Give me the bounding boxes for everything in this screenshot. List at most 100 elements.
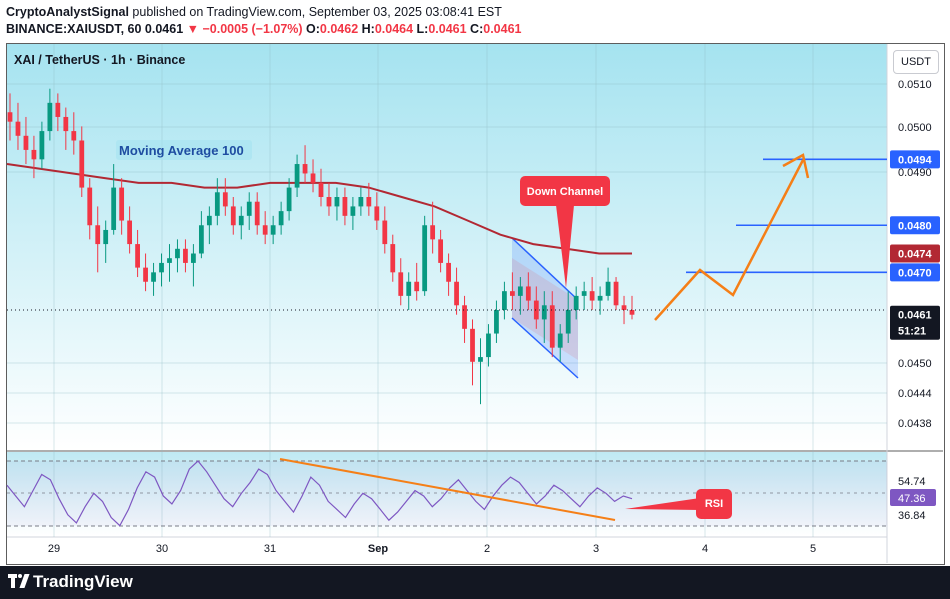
ma-label[interactable]: Moving Average 100 [116,140,252,160]
candle-body[interactable] [151,272,156,282]
candle-body[interactable] [366,197,372,207]
candle-body[interactable] [87,187,93,226]
candle-body[interactable] [629,310,635,315]
time-axis[interactable]: 29 30 31 Sep 2 3 4 5 [48,543,816,555]
rsi-band [7,460,887,527]
candle-body[interactable] [198,225,204,254]
tradingview-logo[interactable]: TradingView [8,572,133,592]
candle-body[interactable] [214,192,220,216]
candle-body[interactable] [318,182,324,197]
candle-body[interactable] [517,286,523,296]
candle-body[interactable] [111,187,117,230]
candle-body[interactable] [541,305,547,320]
candle-body[interactable] [246,201,252,216]
rsi-line[interactable] [6,460,633,527]
candle-body[interactable] [55,102,61,117]
candle-body[interactable] [167,258,172,263]
candle-body[interactable] [438,239,444,263]
candle-body[interactable] [446,262,451,282]
candle-body[interactable] [470,328,475,362]
candle-body[interactable] [462,305,467,329]
candle-body[interactable] [350,206,356,216]
rsi-trendline[interactable] [279,458,616,521]
candle-body[interactable] [621,305,627,310]
candle-body[interactable] [382,220,388,245]
candle-body[interactable] [71,131,77,141]
candle-body[interactable] [478,357,483,362]
candle-body[interactable] [222,192,228,207]
candle-body[interactable] [95,225,101,245]
candle-body[interactable] [326,197,332,207]
candle-body[interactable] [135,244,140,268]
candle-body[interactable] [414,281,420,292]
candle-body[interactable] [23,135,29,150]
candle-body[interactable] [573,295,579,310]
candle-body[interactable] [262,225,268,235]
candle-body[interactable] [191,253,196,263]
down-channel-callout[interactable]: Down Channel [520,176,610,288]
candle-body[interactable] [294,164,300,188]
candle-body[interactable] [270,225,276,235]
projection-path[interactable] [654,159,805,321]
candle-body[interactable] [31,149,37,160]
candle-body[interactable] [398,272,404,296]
candle-body[interactable] [278,211,284,226]
candle-body[interactable] [605,281,611,296]
candle-body[interactable] [533,300,539,320]
candle-body[interactable] [47,102,53,132]
candle-body[interactable] [502,291,507,310]
candle-body[interactable] [230,206,236,226]
candle-body[interactable] [613,281,619,306]
rsi-callout[interactable]: RSI [625,489,732,519]
candle-body[interactable] [159,262,164,273]
candle-body[interactable] [310,173,316,183]
candle-body[interactable] [430,225,436,240]
candle-body[interactable] [183,248,188,263]
candle-body[interactable] [525,286,531,301]
author-name[interactable]: CryptoAnalystSignal [6,5,129,19]
candle-body[interactable] [597,295,603,301]
callout-box [520,176,610,206]
candle-body[interactable] [581,291,587,296]
candle-body[interactable] [39,131,45,160]
candle-body[interactable] [7,112,13,122]
candle-body[interactable] [486,333,491,358]
candle-body[interactable] [374,206,380,221]
candle-body[interactable] [358,197,364,207]
candle-body[interactable] [342,197,348,216]
candle-body[interactable] [238,215,244,226]
candle-body[interactable] [422,225,428,292]
candle-body[interactable] [286,187,292,212]
candle-body[interactable] [565,310,571,334]
candle-body[interactable] [302,164,308,174]
candle-body[interactable] [589,291,595,301]
candle-body[interactable] [127,220,133,245]
price-axis[interactable]: 0.0510 0.0500 0.0490 0.0450 0.0444 0.0438 [898,79,932,430]
candlesticks[interactable] [7,88,635,405]
horizontal-levels[interactable] [686,158,887,274]
candle-body[interactable] [406,281,412,296]
candle-body[interactable] [15,121,21,136]
candle-body[interactable] [63,116,69,132]
symbol-title[interactable]: XAI / TetherUS · 1h · Binance [14,53,186,67]
candle-body[interactable] [254,201,260,226]
currency-button[interactable]: USDT [893,50,939,74]
candle-body[interactable] [103,229,109,245]
candle-body[interactable] [206,215,212,226]
candle-body[interactable] [509,291,515,296]
candle-body[interactable] [334,197,340,207]
rsi-tag-box [890,472,936,489]
candle-body[interactable] [79,140,85,188]
candle-body[interactable] [390,244,396,273]
candle-body[interactable] [143,267,148,282]
candle-body[interactable] [494,310,499,334]
price-tag-text: 0.0494 [898,154,933,166]
candle-body[interactable] [549,305,555,348]
candle-body[interactable] [454,281,459,306]
candle-body[interactable] [175,248,180,259]
candle-body[interactable] [119,187,125,221]
channel-lower-line[interactable] [511,317,579,379]
candle-body[interactable] [557,333,563,348]
channel-upper-line[interactable] [511,237,579,301]
